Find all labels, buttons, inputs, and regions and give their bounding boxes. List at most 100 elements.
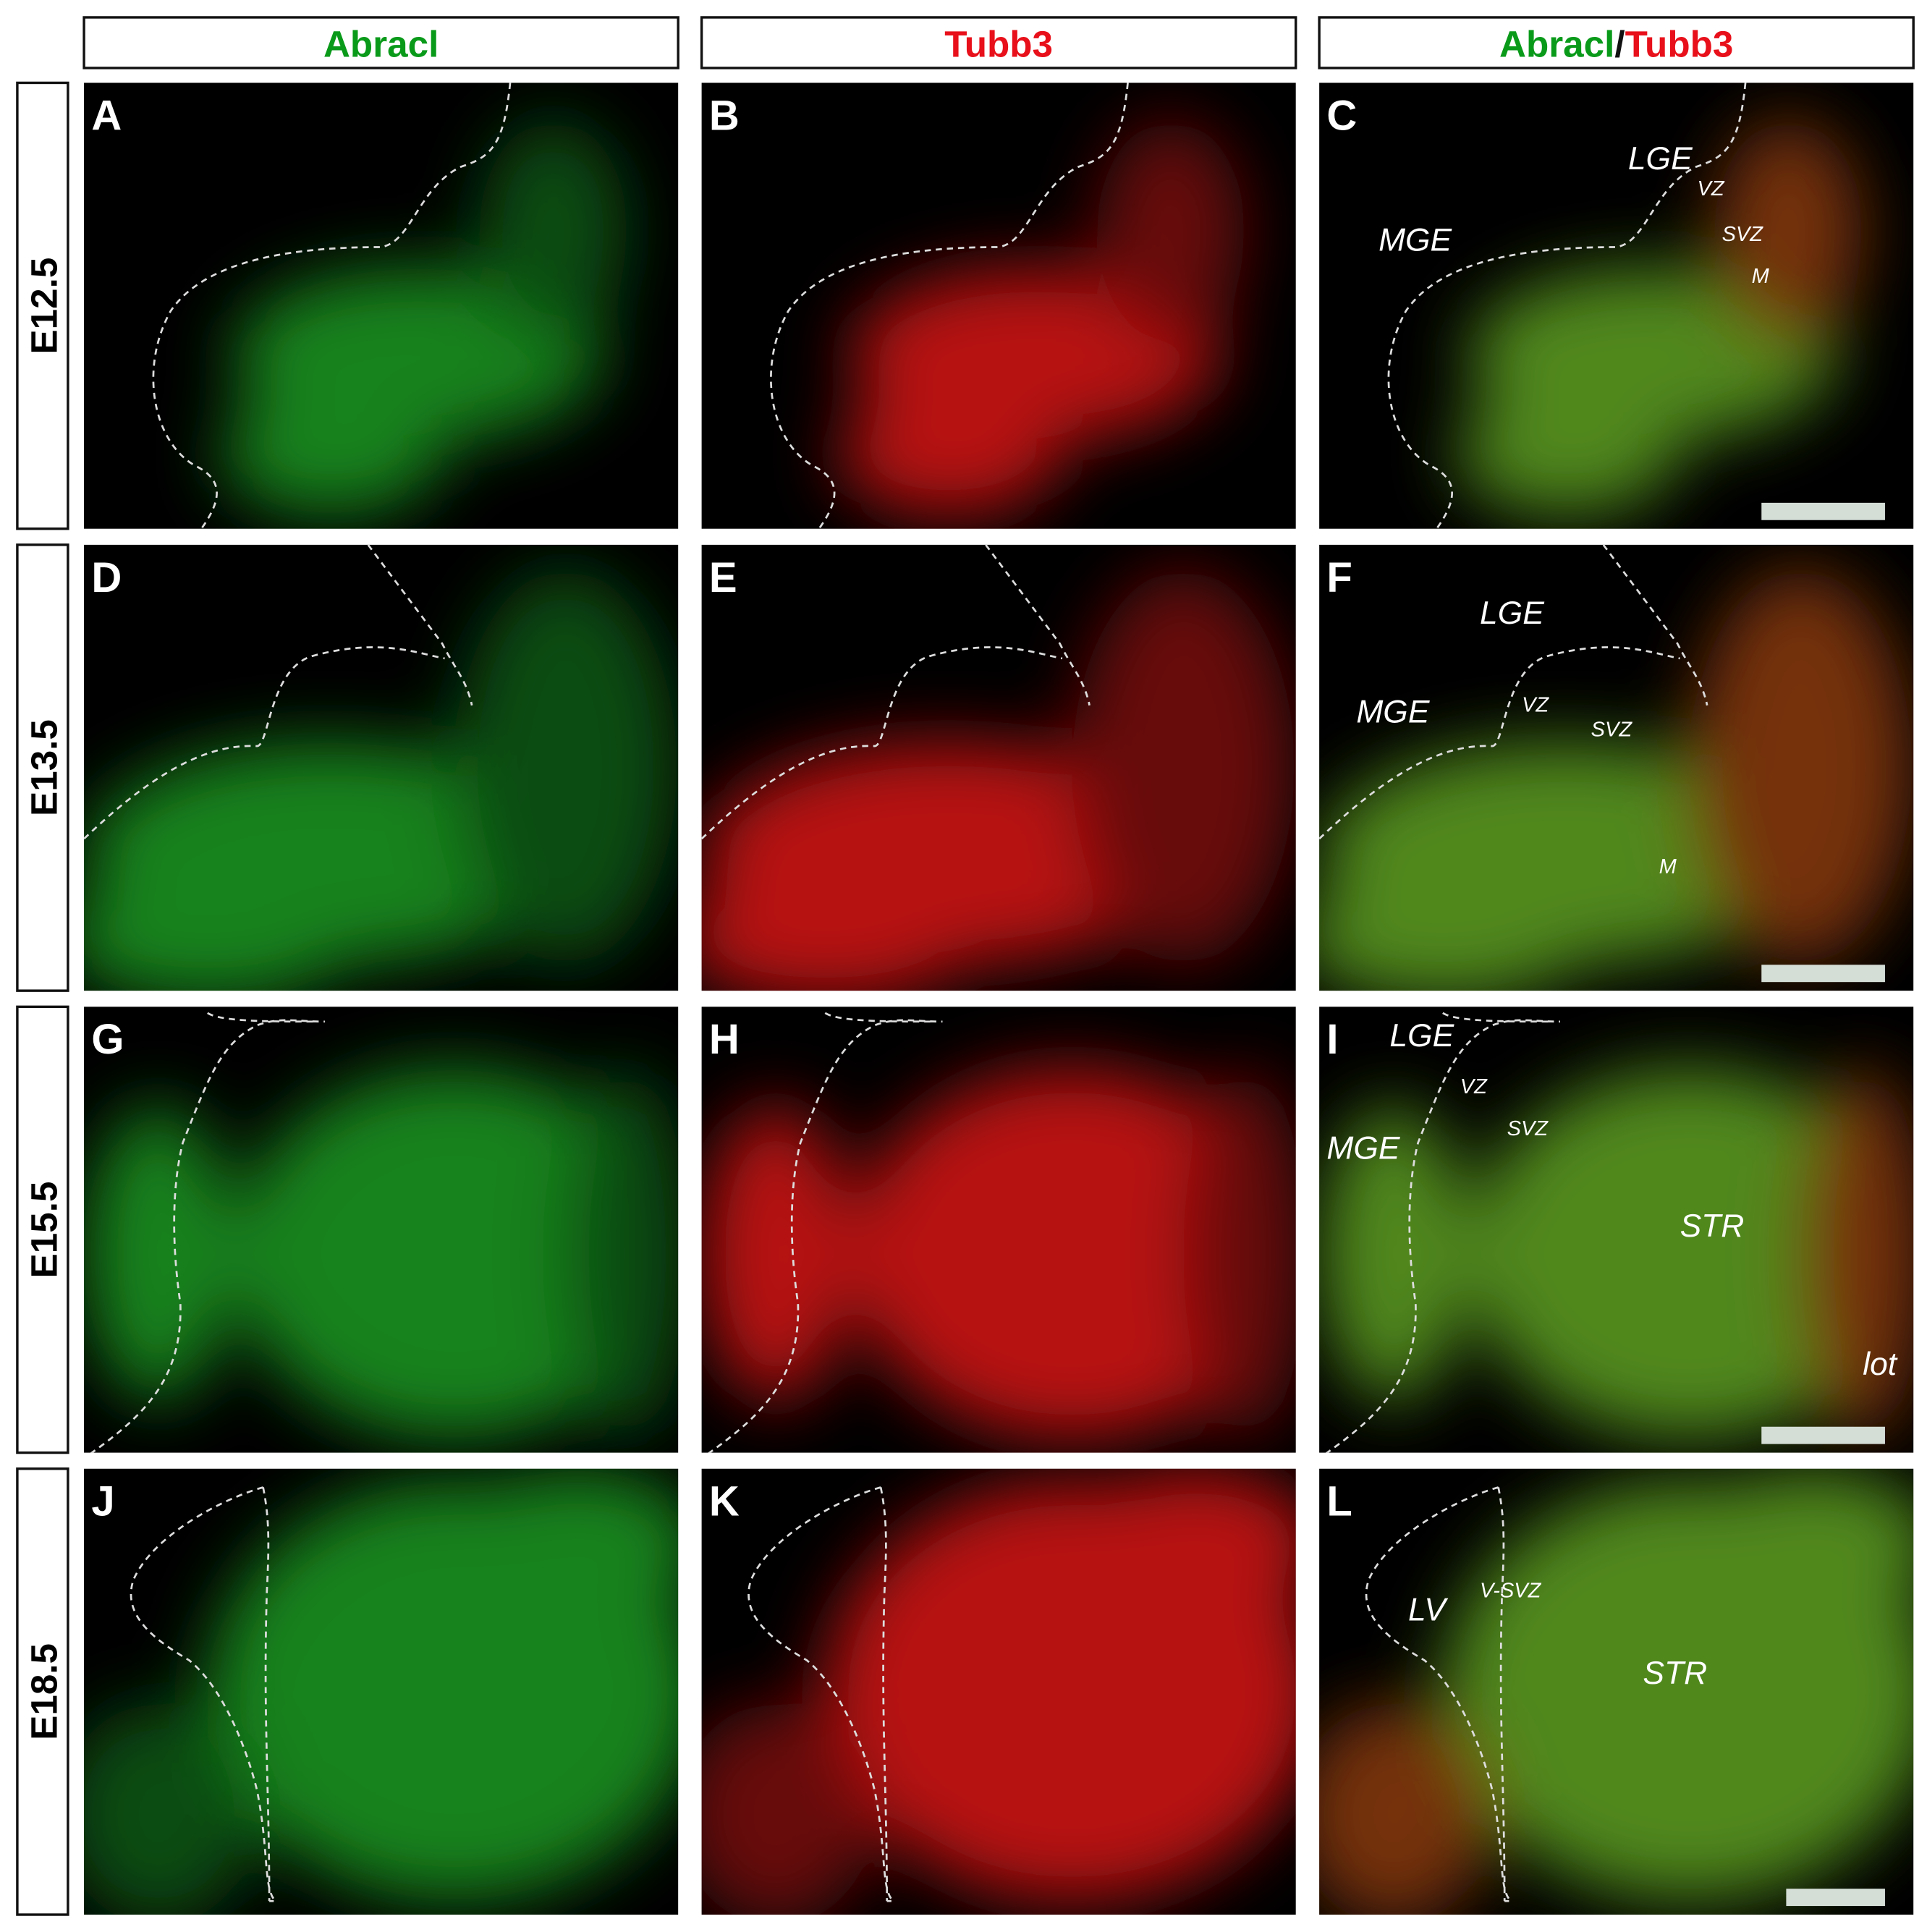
region-label: SVZ (1507, 1117, 1549, 1140)
tissue (1319, 569, 1913, 991)
region-label: M (1752, 265, 1770, 288)
tissue-signal (701, 1105, 850, 1402)
tissue-signal (1319, 1105, 1468, 1402)
region-label: V-SVZ (1480, 1579, 1542, 1602)
panel: J (84, 1468, 679, 1915)
region-label: LGE (1389, 1018, 1454, 1054)
panel: G (84, 1007, 679, 1453)
region-label: lot (1863, 1347, 1898, 1382)
ventricle-outline (747, 1486, 896, 1902)
tissue-signal (219, 391, 443, 515)
panel-letter: A (91, 92, 122, 139)
panel-letter: B (709, 92, 740, 139)
ventricle-outline (1387, 82, 1747, 529)
tissue (1319, 1468, 1914, 1915)
row-label: E13.5 (24, 719, 65, 816)
tissue-signal (701, 1703, 875, 1915)
panel: F LGE MGE VZ SVZ M (1319, 544, 1914, 991)
tissue-signal (565, 1068, 679, 1439)
ventricle-outline (130, 1486, 278, 1902)
ventricle-outline (701, 544, 1090, 840)
tissue-signal (1454, 391, 1678, 515)
tissue (701, 569, 1295, 991)
tissue (701, 1468, 1296, 1915)
panel-letter: H (709, 1016, 740, 1063)
header-part: Tubb3 (944, 24, 1053, 65)
tissue-signal (479, 119, 628, 342)
tissue-signal (1319, 878, 1591, 991)
panel: A (84, 82, 679, 529)
column-header-box (1318, 16, 1915, 69)
ventricle-outline (152, 82, 512, 529)
tissue-signal (232, 1068, 677, 1439)
ventricle-outline (90, 1012, 325, 1453)
tissue-signal (1800, 1068, 1914, 1439)
tissue (701, 1068, 1296, 1439)
header-part: Abracl (1499, 24, 1614, 65)
region-label: VZ (1522, 693, 1549, 716)
panel-letter: K (709, 1478, 740, 1525)
ventricle-outline (770, 82, 1129, 529)
scale-bar (1761, 502, 1885, 520)
tissue-signal (1690, 569, 1913, 965)
tissue (84, 1468, 679, 1915)
panel: K (701, 1468, 1296, 1915)
scale-bar (1761, 965, 1885, 983)
region-label: STR (1643, 1656, 1707, 1691)
tissue-signal (1714, 119, 1863, 342)
scale-bar (1761, 1426, 1885, 1444)
region-label: SVZ (1591, 718, 1633, 741)
ventricle-outline (1319, 544, 1708, 840)
tissue-signal (454, 569, 677, 965)
panel-letter: F (1326, 554, 1352, 601)
tissue-signal (84, 1105, 232, 1402)
row-label: E15.5 (24, 1182, 65, 1279)
panel-letter: E (709, 554, 737, 601)
panel-letter: D (91, 554, 122, 601)
tissue (1454, 119, 1863, 515)
tissue (1319, 1068, 1914, 1439)
tissue-signal (1072, 569, 1295, 965)
tissue (84, 1068, 679, 1439)
column-header: Abracl/Tubb3 (1499, 24, 1733, 65)
panel-letter: L (1326, 1478, 1352, 1525)
panel: I LGE VZ MGE SVZ STR lot (1319, 1007, 1914, 1453)
panel-letter: J (91, 1478, 114, 1525)
tissue (219, 119, 628, 515)
tissue-signal (701, 878, 974, 991)
header-part: Abracl (323, 24, 439, 65)
row-label-box (16, 81, 69, 530)
ventricle-outline (1325, 1012, 1561, 1453)
tissue-signal (850, 1068, 1295, 1439)
row-label: E12.5 (24, 258, 65, 355)
tissue-signal (1467, 1068, 1913, 1439)
panel: H (701, 1007, 1296, 1453)
tissue-signal (1183, 1068, 1296, 1439)
region-label: LGE (1480, 596, 1545, 631)
panel: L LV V-SVZ STR (1319, 1468, 1914, 1915)
region-label: STR (1680, 1208, 1745, 1244)
row-label-box (16, 1467, 69, 1916)
tissue-signal (84, 878, 356, 991)
region-label: MGE (1378, 223, 1452, 258)
column-header: Tubb3 (944, 24, 1053, 65)
region-label: VZ (1697, 177, 1724, 200)
region-label: VZ (1460, 1075, 1488, 1098)
panel: B (701, 82, 1296, 529)
ventricle-outline (708, 1012, 943, 1453)
header-part: Tubb3 (1625, 24, 1734, 65)
panel: E (701, 544, 1296, 991)
panel-letter: C (1326, 92, 1357, 139)
tissue-signal (84, 1703, 258, 1915)
tissue-signal (454, 1468, 679, 1617)
tissue-signal (1319, 1703, 1493, 1915)
row-label: E18.5 (24, 1643, 65, 1740)
tissue-signal (1096, 119, 1245, 342)
region-label: MGE (1356, 695, 1430, 730)
tissue-signal (1072, 1468, 1296, 1617)
region-label: MGE (1326, 1130, 1400, 1166)
region-label: LGE (1628, 141, 1693, 177)
region-label: SVZ (1722, 223, 1764, 246)
